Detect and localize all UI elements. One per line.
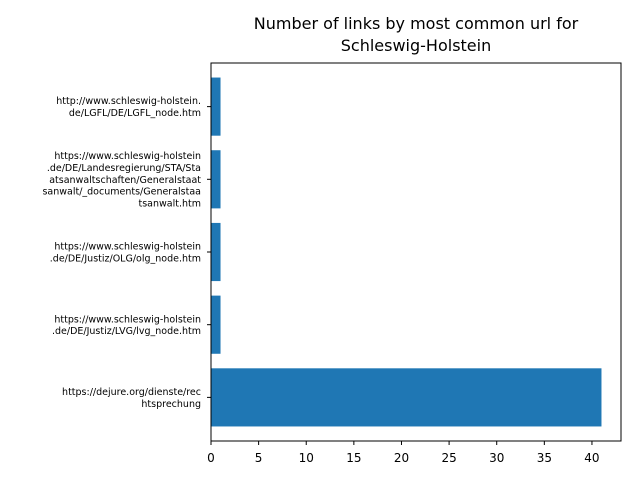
- x-tick-label: 30: [489, 451, 504, 465]
- x-tick-label: 20: [394, 451, 409, 465]
- x-tick-label: 15: [346, 451, 361, 465]
- chart-title: Number of links by most common url for Sc…: [254, 14, 579, 55]
- plot-frame: [210, 62, 622, 442]
- bars-group: [211, 77, 602, 427]
- bar: [211, 77, 221, 136]
- y-tick-label: https://www.schleswig-holstein .de/DE/Jus…: [52, 314, 201, 337]
- bar: [211, 150, 221, 209]
- bar: [211, 368, 602, 427]
- x-axis-ticks: 0 5 10 15 20 25 30 35 40: [207, 441, 600, 465]
- y-tick-label: https://dejure.org/dienste/rec htsprechun…: [62, 387, 201, 410]
- y-tick-label: https://www.schleswig-holstein .de/DE/Jus…: [50, 242, 201, 265]
- x-tick-label: 5: [255, 451, 263, 465]
- bar: [211, 295, 221, 354]
- x-tick-label: 0: [207, 451, 215, 465]
- x-tick-label: 40: [584, 451, 599, 465]
- y-tick-label: http://www.schleswig-holstein. de/LGFL/DE…: [56, 96, 201, 119]
- y-axis-ticks: http://www.schleswig-holstein. de/LGFL/DE…: [42, 96, 211, 410]
- x-tick-label: 25: [441, 451, 456, 465]
- y-tick-label: https://www.schleswig-holstein .de/DE/Lan…: [42, 151, 201, 209]
- x-tick-label: 35: [537, 451, 552, 465]
- bar: [211, 222, 221, 282]
- x-tick-label: 10: [299, 451, 314, 465]
